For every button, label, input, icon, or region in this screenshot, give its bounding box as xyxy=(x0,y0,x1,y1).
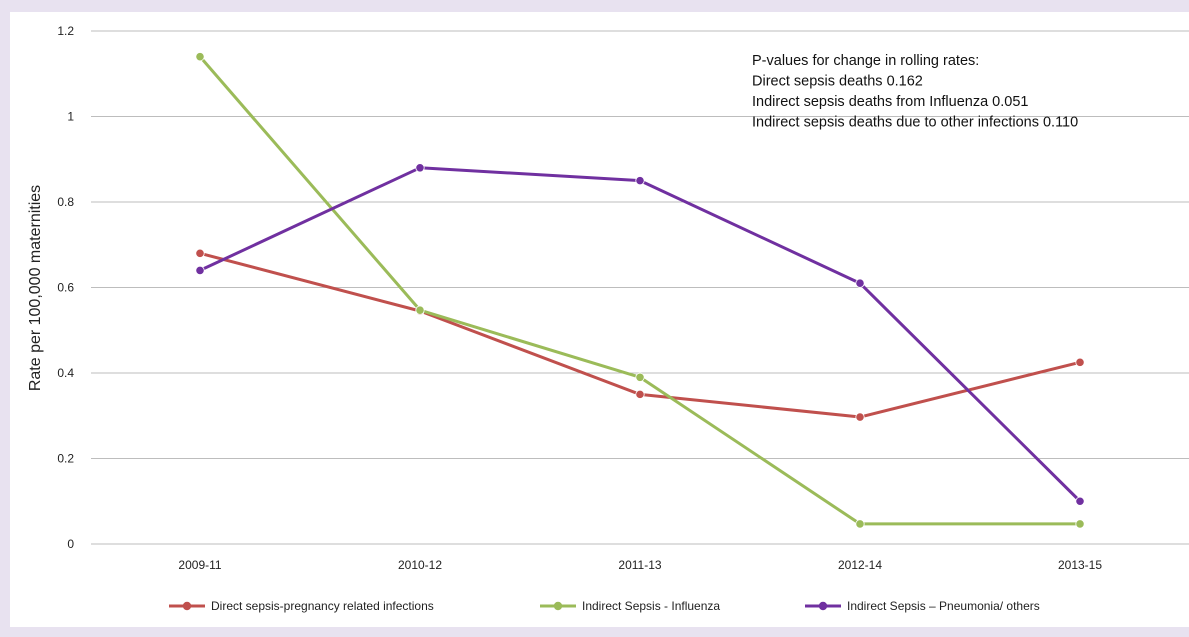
y-tick-label: 1.2 xyxy=(57,24,74,38)
data-point-s2-4 xyxy=(855,519,865,529)
y-tick-label: 1 xyxy=(67,110,74,124)
chart-panel: 0 0.2 0.4 0.6 0.8 1 1.2 2009-11 2010-12 2011-13 2… xyxy=(10,12,1189,627)
x-tick-label: 2009-11 xyxy=(178,558,221,572)
annotation-line-4: Indirect sepsis deaths due to other infe… xyxy=(752,115,1078,131)
legend-marker-2 xyxy=(553,601,563,611)
data-point-s2-2 xyxy=(415,305,425,315)
x-tick-label: 2012-14 xyxy=(838,558,882,572)
p-value-annotation: P-values for change in rolling rates: Dir… xyxy=(752,53,1078,131)
legend-label-3: Indirect Sepsis – Pneumonia/ others xyxy=(847,599,1040,613)
x-tick-label: 2010-12 xyxy=(398,558,442,572)
x-tick-label: 2011-13 xyxy=(618,558,661,572)
legend: Direct sepsis-pregnancy related infectio… xyxy=(169,599,1040,613)
legend-marker-1 xyxy=(182,601,192,611)
line-chart: 00.20.40.60.811.2 2009-11 2010-12 2011-13 2… xyxy=(27,24,1189,613)
x-tick-labels: 2009-11 2010-12 2011-13 2012-14 2013-15 xyxy=(178,558,1102,572)
data-point-s1-1 xyxy=(195,248,205,258)
legend-label-2: Indirect Sepsis - Influenza xyxy=(582,599,720,613)
data-point-s3-1 xyxy=(195,265,205,275)
data-point-s3-2 xyxy=(415,163,425,173)
data-point-s3-5 xyxy=(1075,496,1085,506)
y-tick-label: 0.6 xyxy=(57,281,74,295)
data-point-s1-3 xyxy=(635,389,645,399)
data-point-s2-3 xyxy=(635,372,645,382)
annotation-line-3: Indirect sepsis deaths from Influenza 0.… xyxy=(752,94,1028,110)
data-point-s3-3 xyxy=(635,176,645,186)
annotation-line-1: P-values for change in rolling rates: xyxy=(752,53,979,69)
y-tick-label: 0 xyxy=(67,537,74,551)
x-tick-label: 2013-15 xyxy=(1058,558,1102,572)
y-tick-labels: 0 0.2 0.4 0.6 0.8 1 1.2 xyxy=(57,24,74,551)
y-axis-label: Rate per 100,000 maternities xyxy=(27,185,44,391)
legend-marker-3 xyxy=(818,601,828,611)
annotation-line-2: Direct sepsis deaths 0.162 xyxy=(752,74,923,90)
data-point-s1-4 xyxy=(855,412,865,422)
data-series xyxy=(195,52,1085,529)
data-point-s3-4 xyxy=(855,278,865,288)
series-line-3 xyxy=(199,166,1082,503)
y-tick-label: 0.8 xyxy=(57,195,74,209)
y-tick-label: 0.2 xyxy=(57,452,74,466)
legend-label-1: Direct sepsis-pregnancy related infectio… xyxy=(211,599,434,613)
data-point-s2-5 xyxy=(1075,519,1085,529)
y-tick-label: 0.4 xyxy=(57,366,74,380)
data-point-s2-1 xyxy=(195,52,205,62)
data-point-s1-5 xyxy=(1075,357,1085,367)
